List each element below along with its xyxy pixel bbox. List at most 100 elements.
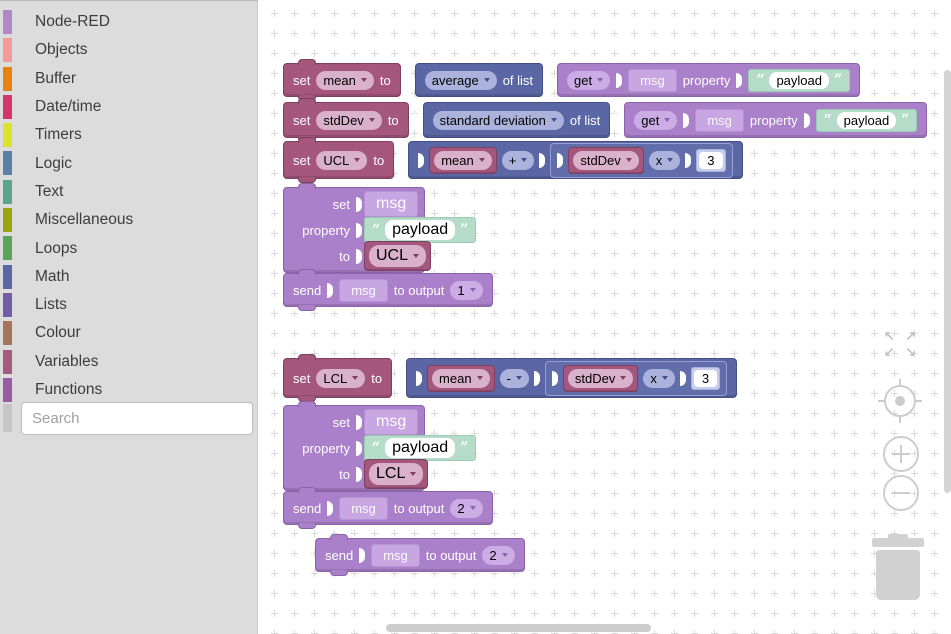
block-group-send[interactable]: send msg to output 2 [315,534,525,576]
block-arithmetic-nested[interactable]: stdDev x 3 [550,142,733,178]
operator-dropdown[interactable]: - [499,368,529,388]
variable-dropdown[interactable]: stdDev [316,110,382,130]
block-set-variable[interactable]: set stdDev to [283,98,409,142]
text-string-block[interactable]: “ payload ” [364,217,477,243]
variable-dropdown[interactable]: LCL [316,368,366,388]
category-buffer[interactable]: Buffer [0,65,257,93]
block-variable-get[interactable]: LCL [364,459,429,489]
block-variable-get[interactable]: mean [427,364,495,392]
trash-can[interactable] [870,534,926,600]
toolbox-scrollbar-thumb[interactable] [3,404,12,432]
category-logic[interactable]: Logic [0,149,257,177]
block-group-lcl[interactable]: set LCL to mean - stdDev x [283,354,738,529]
msg-shadow-block[interactable]: msg [339,496,388,520]
grid-dot [531,490,538,497]
grid-dot [711,610,718,617]
block-set-msg-property[interactable]: set msg property “ payload ” to UCL [283,183,477,277]
grid-dot [451,610,458,617]
variable-dropdown[interactable]: UCL [369,245,427,267]
number-field[interactable]: 3 [693,369,718,387]
get-dropdown[interactable]: get [634,110,678,130]
variable-dropdown[interactable]: UCL [316,150,368,170]
zoom-to-fit-button[interactable]: ↖ ↗ ↙ ↘ [882,329,918,358]
zoom-out-button[interactable] [883,475,919,511]
center-view-button[interactable] [878,379,922,423]
horizontal-scrollbar-thumb[interactable] [386,624,651,632]
operator-dropdown[interactable]: x [648,150,681,170]
block-set-variable[interactable]: set mean to [283,59,401,101]
grid-dot [931,310,938,317]
block-set-variable[interactable]: set UCL to [283,137,395,183]
category-loops[interactable]: Loops [0,234,257,262]
get-dropdown[interactable]: get [567,70,611,90]
category-variables[interactable]: Variables [0,348,257,376]
block-arithmetic[interactable]: mean - stdDev x 3 [406,358,738,398]
block-math-on-list[interactable]: average of list [414,63,544,97]
text-string-block[interactable]: “ payload ” [364,435,477,461]
string-value-field[interactable]: payload [385,438,456,458]
string-value-field[interactable]: payload [836,111,897,129]
block-set-msg-property[interactable]: set msg property “ payload ” to LCL [283,401,477,495]
block-variable-get[interactable]: stdDev [562,364,639,392]
variable-dropdown[interactable]: mean [432,368,490,388]
grid-dot [611,350,618,357]
grid-dot [811,590,818,597]
msg-shadow-block[interactable]: msg [339,278,388,302]
grid-dot [771,310,778,317]
msg-shadow-block[interactable]: msg [364,191,419,217]
string-value-field[interactable]: payload [769,71,829,89]
msg-shadow-block[interactable]: msg [695,108,744,132]
block-variable-get[interactable]: stdDev [568,146,644,174]
variable-dropdown[interactable]: stdDev [573,150,639,170]
number-shadow-block[interactable]: 3 [690,366,721,390]
block-get-msg-property[interactable]: get msg property “ payload ” [557,63,861,97]
block-arithmetic[interactable]: mean + stdDev x 3 [408,141,743,179]
output-number-dropdown[interactable]: 2 [450,498,483,518]
operator-dropdown[interactable]: x [643,368,675,388]
vertical-scrollbar-thumb[interactable] [944,70,951,493]
output-number-dropdown[interactable]: 1 [450,280,483,300]
block-arithmetic-nested[interactable]: stdDev x 3 [544,360,728,396]
grid-dot [431,570,438,577]
variable-dropdown[interactable]: stdDev [567,368,634,388]
block-group-ucl[interactable]: set mean to average of list get msg prop… [283,59,928,311]
category-miscellaneous[interactable]: Miscellaneous [0,206,257,234]
block-variable-get[interactable]: UCL [364,241,432,271]
search-input[interactable] [21,402,253,435]
number-field[interactable]: 3 [699,151,723,169]
msg-shadow-block[interactable]: msg [628,68,677,92]
block-send-msg[interactable]: send msg to output 2 [315,534,525,576]
category-timers[interactable]: Timers [0,121,257,149]
number-shadow-block[interactable]: 3 [696,148,726,172]
category-objects[interactable]: Objects [0,36,257,64]
operator-dropdown[interactable]: + [501,150,535,170]
msg-shadow-block[interactable]: msg [371,543,420,567]
category-text[interactable]: Text [0,178,257,206]
msg-shadow-block[interactable]: msg [364,409,419,435]
category-node-red[interactable]: Node-RED [0,8,257,36]
block-get-msg-property[interactable]: get msg property “ payload ” [624,102,928,138]
variable-dropdown[interactable]: mean [316,70,374,90]
block-set-variable[interactable]: set LCL to [283,354,393,402]
category-math[interactable]: Math [0,263,257,291]
math-function-dropdown[interactable]: average [424,70,497,90]
block-send-msg[interactable]: send msg to output 1 [283,269,493,311]
output-number-dropdown[interactable]: 2 [482,545,515,565]
text-string-block[interactable]: “ payload ” [815,108,918,132]
block-send-msg[interactable]: send msg to output 2 [283,487,493,529]
category-datetime[interactable]: Date/time [0,93,257,121]
block-variable-get[interactable]: mean [429,146,497,174]
variable-dropdown[interactable]: mean [434,150,492,170]
block-math-on-list[interactable]: standard deviation of list [422,102,611,138]
category-lists[interactable]: Lists [0,291,257,319]
grid-dot [851,530,858,537]
category-colour[interactable]: Colour [0,319,257,347]
math-function-dropdown[interactable]: standard deviation [432,110,564,130]
variable-dropdown[interactable]: LCL [369,463,424,485]
zoom-in-button[interactable] [883,436,919,472]
string-value-field[interactable]: payload [385,220,456,240]
category-functions[interactable]: Functions [0,376,257,404]
text-string-block[interactable]: “ payload ” [748,68,851,92]
canvas[interactable]: set mean to average of list get msg prop… [258,0,951,634]
grid-dot [551,350,558,357]
